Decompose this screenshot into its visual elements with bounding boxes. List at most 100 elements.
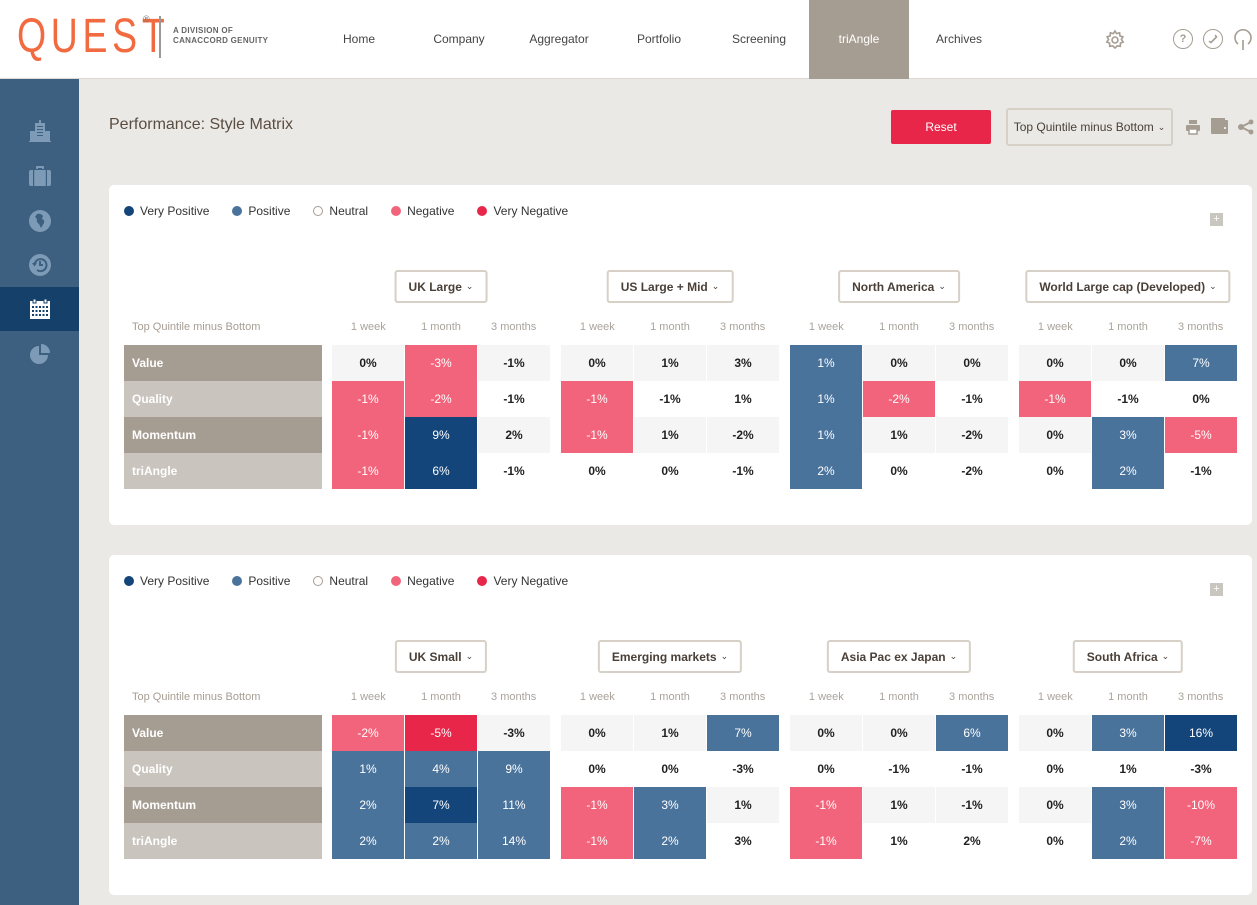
matrix-cell: -3% [1165,751,1237,787]
logo-registered-mark: ® [143,14,150,24]
matrix-cell: -3% [478,715,550,751]
help-icon[interactable]: ? [1173,29,1193,49]
region-matrix-us-large-mid: US Large + Mid ⌄ 1 week 1 month 3 months 0% 1%… [561,270,779,500]
row-label-quality: Quality [124,751,322,787]
matrix-cell: 0% [634,453,706,489]
region-select-north-america[interactable]: North America ⌄ [838,270,960,303]
chevron-down-icon: ⌄ [949,651,958,661]
period-header-1-week: 1 week [1037,691,1073,703]
region-matrix-north-america: North America ⌄ 1 week 1 month 3 months 1% 0% 0… [790,270,1008,500]
legend-label: Negative [407,204,455,218]
matrix-cell: -1% [478,453,550,489]
period-headers: 1 week 1 month 3 months [790,321,1008,333]
matrix-cell: 0% [561,453,633,489]
legend-label: Negative [407,574,455,588]
nav-portfolio[interactable]: Portfolio [636,31,682,46]
expand-plus-button[interactable]: + [1210,583,1223,596]
reset-button[interactable]: Reset [891,110,991,144]
nav-triangle[interactable]: triAngle [809,0,909,79]
legend-label: Very Positive [140,574,210,588]
logo-subtitle-line1: A DIVISION OF [173,26,234,35]
region-select-south-africa[interactable]: South Africa ⌄ [1072,640,1184,673]
matrix-cell: 1% [634,345,706,381]
row-label-value: Value [124,715,322,751]
period-header-1-week: 1 week [1037,321,1073,333]
print-icon[interactable] [1185,119,1201,135]
region-matrix-uk-small: UK Small ⌄ 1 week 1 month 3 months -2% -5% -3% 1… [332,640,550,870]
share-icon[interactable] [1238,119,1254,135]
nav-archives[interactable]: Archives [935,31,982,46]
matrix-cell: 1% [863,417,935,453]
matrix-cell: 0% [790,715,862,751]
matrix-cell: -1% [1092,381,1164,417]
region-select-emerging-markets[interactable]: Emerging markets ⌄ [597,640,743,673]
sidebar-item-portfolio[interactable] [0,154,79,198]
quest-logo[interactable]: QUEST ® A DIVISION OF CANACCORD GENUITY [17,12,268,62]
phone-icon[interactable] [1203,29,1223,49]
matrix-cell: -1% [332,381,404,417]
logo-subtitle-line2: CANACCORD GENUITY [173,36,269,45]
matrix-cell: 7% [707,715,779,751]
period-header-1-week: 1 week [579,691,615,703]
matrix-cell: 6% [405,452,477,489]
matrix-cell: 2% [936,823,1008,859]
matrix-cell: -1% [863,751,935,787]
matrix-cell: 0% [1092,345,1164,381]
legend-positive: Positive [232,204,290,218]
region-select-us-large-mid[interactable]: US Large + Mid ⌄ [606,270,734,303]
very-positive-dot-icon [124,206,134,216]
period-header-3-months: 3 months [1178,321,1224,333]
region-select-uk-large[interactable]: UK Large ⌄ [394,270,488,303]
nav-screening[interactable]: Screening [731,31,787,46]
wallet-icon[interactable] [1210,117,1229,135]
nav-aggregator[interactable]: Aggregator [529,31,589,46]
period-header-1-month: 1 month [650,321,690,333]
sidebar-item-style-matrix[interactable] [0,287,79,331]
matrix-cell: 3% [1092,715,1164,751]
nav-home[interactable]: Home [342,31,375,46]
matrix-cell: 0% [1019,417,1091,453]
legend-very-negative: Very Negative [477,204,568,218]
expand-plus-button[interactable]: + [1210,213,1223,226]
sidebar-item-history[interactable] [0,243,79,287]
matrix-cell: -1% [1019,381,1091,417]
region-select-uk-small[interactable]: UK Small ⌄ [394,640,488,673]
period-header-1-month: 1 month [421,691,461,703]
sidebar-item-global[interactable] [0,199,79,243]
matrix-cell: 2% [478,417,550,453]
legend-positive: Positive [232,574,290,588]
matrix-cell: -1% [561,822,633,859]
period-headers: 1 week 1 month 3 months [332,321,550,333]
period-headers: 1 week 1 month 3 months [332,691,550,703]
period-header-1-month: 1 month [650,691,690,703]
matrix-cell: 0% [1019,345,1091,381]
matrix-cell: 1% [332,751,404,787]
region-select-world-large-cap-developed[interactable]: World Large cap (Developed) ⌄ [1025,270,1231,303]
region-select-asia-pac-ex-japan[interactable]: Asia Pac ex Japan ⌄ [826,640,972,673]
metric-select[interactable]: Top Quintile minus Bottom ⌄ [1006,108,1173,146]
matrix-cell: -1% [478,345,550,381]
region-select-value: World Large cap (Developed) [1039,279,1206,294]
period-headers: 1 week 1 month 3 months [790,691,1008,703]
nav-company[interactable]: Company [433,31,485,46]
matrix-cell: 1% [634,417,706,453]
period-header-1-week: 1 week [808,691,844,703]
period-header-3-months: 3 months [1178,691,1224,703]
power-icon[interactable] [1232,28,1254,52]
matrix-cell: 2% [790,452,862,489]
calendar-icon [29,298,50,319]
region-matrix-uk-large: UK Large ⌄ 1 week 1 month 3 months 0% -3% -1% -1… [332,270,550,500]
matrix-cell: 0% [790,751,862,787]
matrix-cell: 0% [863,345,935,381]
briefcase-icon [28,166,51,186]
period-headers: 1 week 1 month 3 months [1019,691,1237,703]
matrix-cell: -1% [561,416,633,453]
matrix-cell: 0% [863,715,935,751]
gear-icon[interactable] [1104,29,1126,51]
matrix-cell: -1% [561,787,633,823]
matrix-cell: -1% [1165,453,1237,489]
sidebar-item-analytics[interactable] [0,332,79,376]
building-icon [28,120,51,142]
pie-chart-icon [29,344,50,364]
sidebar-item-company[interactable] [0,109,79,153]
